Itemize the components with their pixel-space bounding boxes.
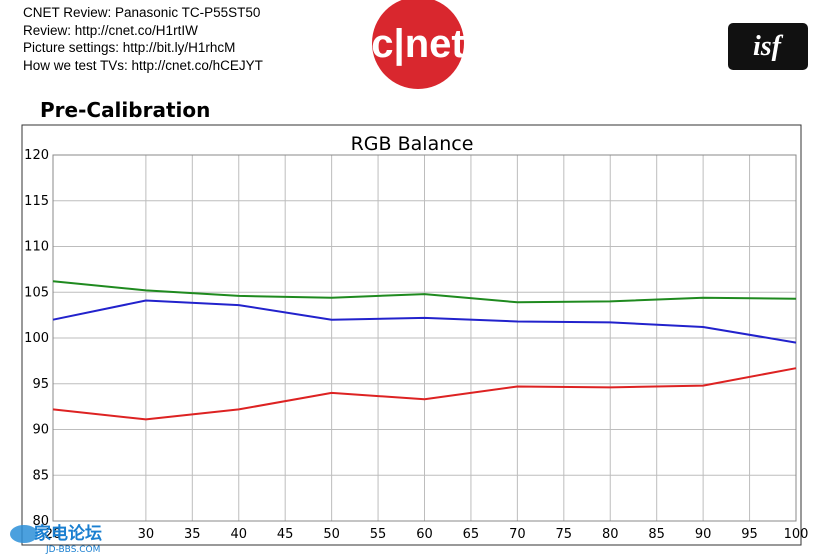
x-tick-label: 90 — [695, 527, 712, 542]
x-tick-label: 55 — [370, 527, 387, 542]
chart-frame — [21, 124, 802, 546]
x-tick-label: 50 — [323, 527, 340, 542]
cnet-logo-text: c|net — [371, 22, 464, 66]
review-title-line: CNET Review: Panasonic TC-P55ST50 — [23, 5, 261, 20]
x-tick-label: 70 — [509, 527, 526, 542]
x-tick-label: 95 — [741, 527, 758, 542]
section-title: Pre-Calibration — [40, 98, 211, 122]
series-lines — [52, 280, 797, 421]
tick-labels: 80 85 90 95 100 105 110 115 120 20 30 35 40 45 50 55 60 6… — [24, 148, 808, 542]
x-tick-label: 30 — [138, 527, 155, 542]
x-tick-label: 60 — [416, 527, 433, 542]
y-tick-label: 95 — [32, 377, 49, 392]
cnet-logo: c|net — [371, 0, 465, 89]
y-tick-label: 115 — [24, 194, 49, 209]
x-tick-label: 75 — [556, 527, 573, 542]
series-line-1 — [52, 299, 797, 344]
y-tick-label: 110 — [24, 240, 49, 255]
how-we-test-line: How we test TVs: http://cnet.co/hCEJYT — [23, 57, 263, 73]
x-tick-label: 80 — [602, 527, 619, 542]
grid-lines — [52, 154, 797, 522]
y-tick-label: 105 — [24, 285, 49, 300]
x-tick-label: 45 — [277, 527, 294, 542]
x-tick-label: 100 — [784, 527, 809, 542]
review-link-line: Review: http://cnet.co/H1rtIW — [23, 22, 198, 38]
y-tick-label: 80 — [32, 514, 49, 529]
x-tick-label: 85 — [648, 527, 665, 542]
y-tick-label: 100 — [24, 331, 49, 346]
watermark-sub: JD-BBS.COM — [45, 545, 100, 555]
x-tick-label: 20 — [45, 527, 62, 542]
review-info: CNET Review: Panasonic TC-P55ST50 Review… — [23, 4, 263, 74]
x-tick-label: 40 — [230, 527, 247, 542]
watermark-text: 家电论坛 — [34, 523, 102, 544]
x-tick-label: 35 — [184, 527, 201, 542]
plot-area-border — [52, 154, 797, 522]
x-tick-label: 65 — [463, 527, 480, 542]
y-tick-label: 120 — [24, 148, 49, 163]
series-line-2 — [52, 367, 797, 421]
isf-logo-text: isf — [753, 31, 784, 62]
picture-settings-line: Picture settings: http://bit.ly/H1rhcM — [23, 40, 236, 55]
series-line-0 — [52, 280, 797, 304]
y-tick-label: 90 — [32, 423, 49, 438]
isf-logo: isf — [728, 23, 808, 70]
y-tick-label: 85 — [32, 468, 49, 483]
chart-title: RGB Balance — [351, 133, 474, 155]
site-watermark: 家电论坛 JD-BBS.COM — [10, 523, 102, 555]
